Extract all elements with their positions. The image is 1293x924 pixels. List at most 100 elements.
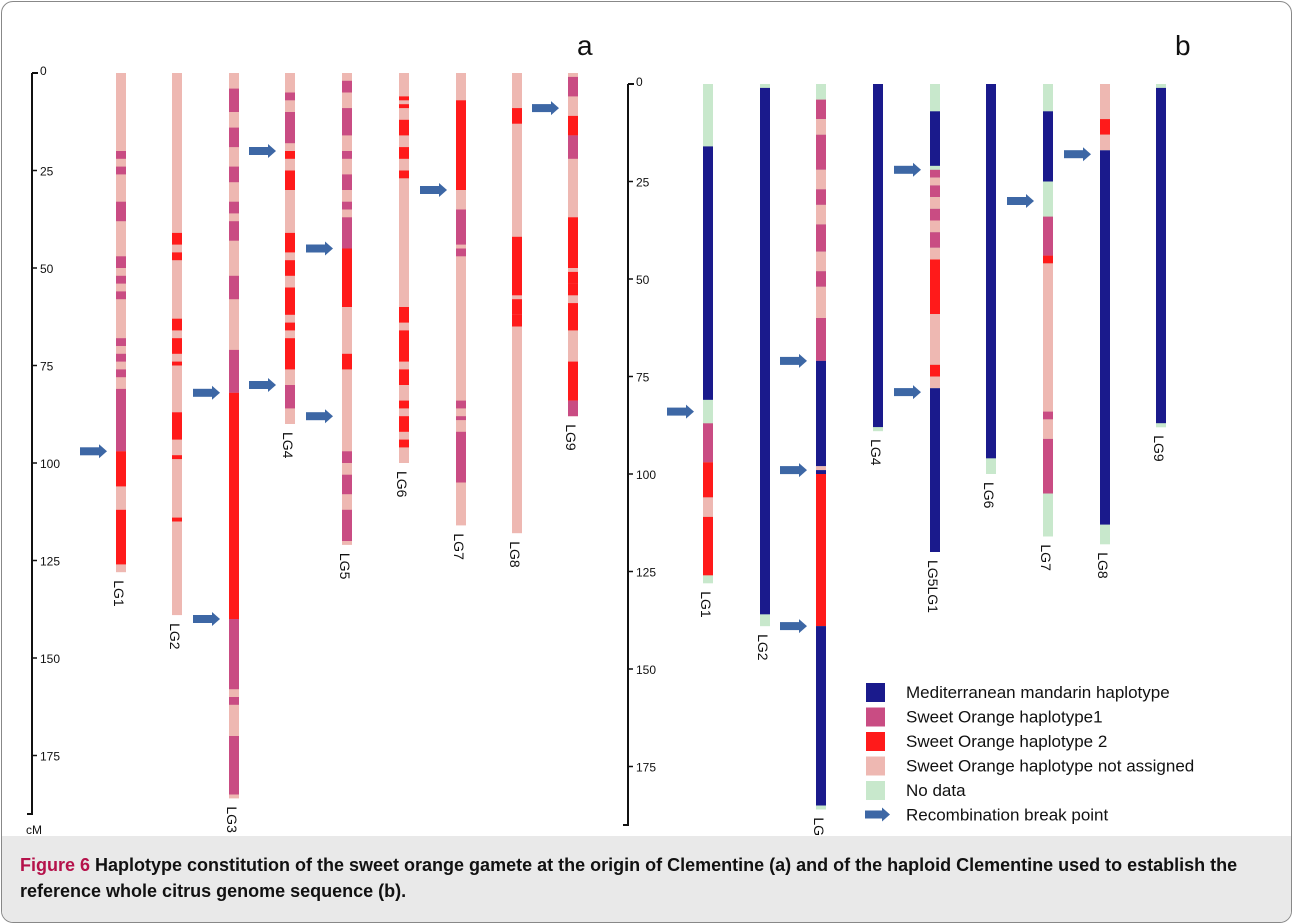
haplotype-segment <box>930 364 940 377</box>
haplotype-segment <box>930 111 940 166</box>
breakpoint-arrow-shaft <box>780 622 800 631</box>
tick-label: 175 <box>636 761 656 775</box>
haplotype-segment <box>342 80 352 93</box>
haplotype-segment <box>703 516 713 576</box>
haplotype-segment <box>399 416 409 432</box>
haplotype-segment <box>116 338 126 346</box>
breakpoint-arrow-head <box>325 409 333 424</box>
legend-label: No data <box>906 781 966 800</box>
haplotype-segment <box>342 217 352 229</box>
haplotype-segment <box>399 400 409 409</box>
legend-label: Recombination break point <box>906 806 1109 825</box>
haplotype-segment <box>1043 493 1053 537</box>
breakpoint-arrow-head <box>913 162 921 177</box>
haplotype-segment <box>172 412 182 440</box>
legend-swatch <box>866 781 885 800</box>
haplotype-segment <box>399 73 409 97</box>
breakpoint-arrow-head <box>325 241 333 256</box>
breakpoint-arrow-shaft <box>249 147 269 155</box>
haplotype-segment <box>816 251 826 272</box>
haplotype-segment <box>285 232 295 253</box>
haplotype-segment <box>986 458 996 474</box>
haplotype-segment <box>1043 181 1053 217</box>
chromosome-label: LG1 <box>698 591 714 618</box>
haplotype-segment <box>285 151 295 159</box>
haplotype-segment <box>512 299 522 315</box>
haplotype-segment <box>873 84 883 428</box>
haplotype-segment <box>703 462 713 498</box>
breakpoint-arrow-shaft <box>894 388 914 397</box>
haplotype-segment <box>1100 150 1110 525</box>
haplotype-segment <box>568 271 578 284</box>
haplotype-segment <box>873 427 883 432</box>
haplotype-segment <box>399 307 409 323</box>
chromosome-label: LG2 <box>167 623 183 650</box>
chromosome-label: LG3 <box>224 806 240 833</box>
tick-label: 75 <box>636 371 650 385</box>
haplotype-segment <box>229 349 239 393</box>
chromosome-label: LG9 <box>1151 435 1167 462</box>
haplotype-segment <box>930 247 940 260</box>
tick-label: 150 <box>40 652 60 666</box>
haplotype-segment <box>568 283 578 296</box>
chromosome-bar <box>116 73 126 573</box>
haplotype-segment <box>456 73 466 101</box>
panel-label: a <box>577 30 593 61</box>
haplotype-segment <box>116 166 126 175</box>
breakpoint-arrow-shaft <box>80 447 100 456</box>
haplotype-segment <box>1156 84 1166 88</box>
haplotype-segment <box>229 88 239 112</box>
tick-label: 100 <box>40 457 60 471</box>
haplotype-segment <box>342 474 352 495</box>
haplotype-segment <box>1156 87 1166 424</box>
breakpoint-arrow-shaft <box>780 356 800 365</box>
figure-caption: Figure 6 Haplotype constitution of the s… <box>20 852 1260 904</box>
haplotype-segment <box>568 115 578 136</box>
haplotype-segment <box>512 314 522 327</box>
chromosome-label: LG8 <box>1095 552 1111 579</box>
haplotype-segment <box>399 439 409 448</box>
haplotype-segment <box>399 147 409 159</box>
panel-a: a 0 25 50 75 100 125 150 175 cM LG1 LG2 LG3 LG4 LG5 LG6… <box>26 30 593 837</box>
haplotype-segment <box>930 314 940 365</box>
haplotype-segment <box>399 369 409 385</box>
haplotype-segment <box>703 84 713 147</box>
haplotype-segment <box>285 170 295 190</box>
legend-arrow-icon <box>882 807 890 822</box>
haplotype-segment <box>568 361 578 401</box>
breakpoint-arrow-head <box>268 378 276 392</box>
haplotype-segment <box>229 619 239 690</box>
chromosome-label: LG1 <box>111 580 127 607</box>
haplotype-segment <box>1100 119 1110 135</box>
chromosome-label: LG9 <box>563 424 579 451</box>
chromosome-bar <box>399 73 409 463</box>
haplotype-segment <box>229 127 239 148</box>
haplotype-segment <box>399 170 409 179</box>
breakpoint-arrow-shaft <box>420 186 440 194</box>
haplotype-segment <box>285 112 295 144</box>
breakpoint-arrow-head <box>1026 194 1034 208</box>
haplotype-segment <box>285 338 295 370</box>
haplotype-segment <box>116 151 126 159</box>
breakpoint-arrow-head <box>799 463 807 478</box>
chromosome-label: LG7 <box>1038 544 1054 571</box>
haplotype-segment <box>816 805 826 810</box>
legend-label: Sweet Orange haplotype1 <box>906 708 1103 727</box>
haplotype-segment <box>816 204 826 225</box>
haplotype-segment <box>456 416 466 421</box>
haplotype-segment <box>703 575 713 584</box>
caption-band <box>2 836 1291 922</box>
haplotype-segment <box>229 73 239 89</box>
haplotype-segment <box>703 399 713 424</box>
breakpoint-arrow-shaft <box>532 104 552 113</box>
breakpoint-arrow-head <box>439 183 447 197</box>
haplotype-segment <box>342 248 352 307</box>
haplotype-segment <box>816 470 826 474</box>
haplotype-segment <box>930 177 940 186</box>
haplotype-segment <box>1043 255 1053 264</box>
haplotype-segment <box>342 509 352 541</box>
breakpoint-arrow-shaft <box>1007 197 1027 205</box>
chromosome-label: LG6 <box>394 471 410 498</box>
panel-b: b0255075100125150175cMLG1LG2LG3LG4LG5LG1… <box>622 30 1191 840</box>
chromosome-label: LG4 <box>280 432 296 459</box>
